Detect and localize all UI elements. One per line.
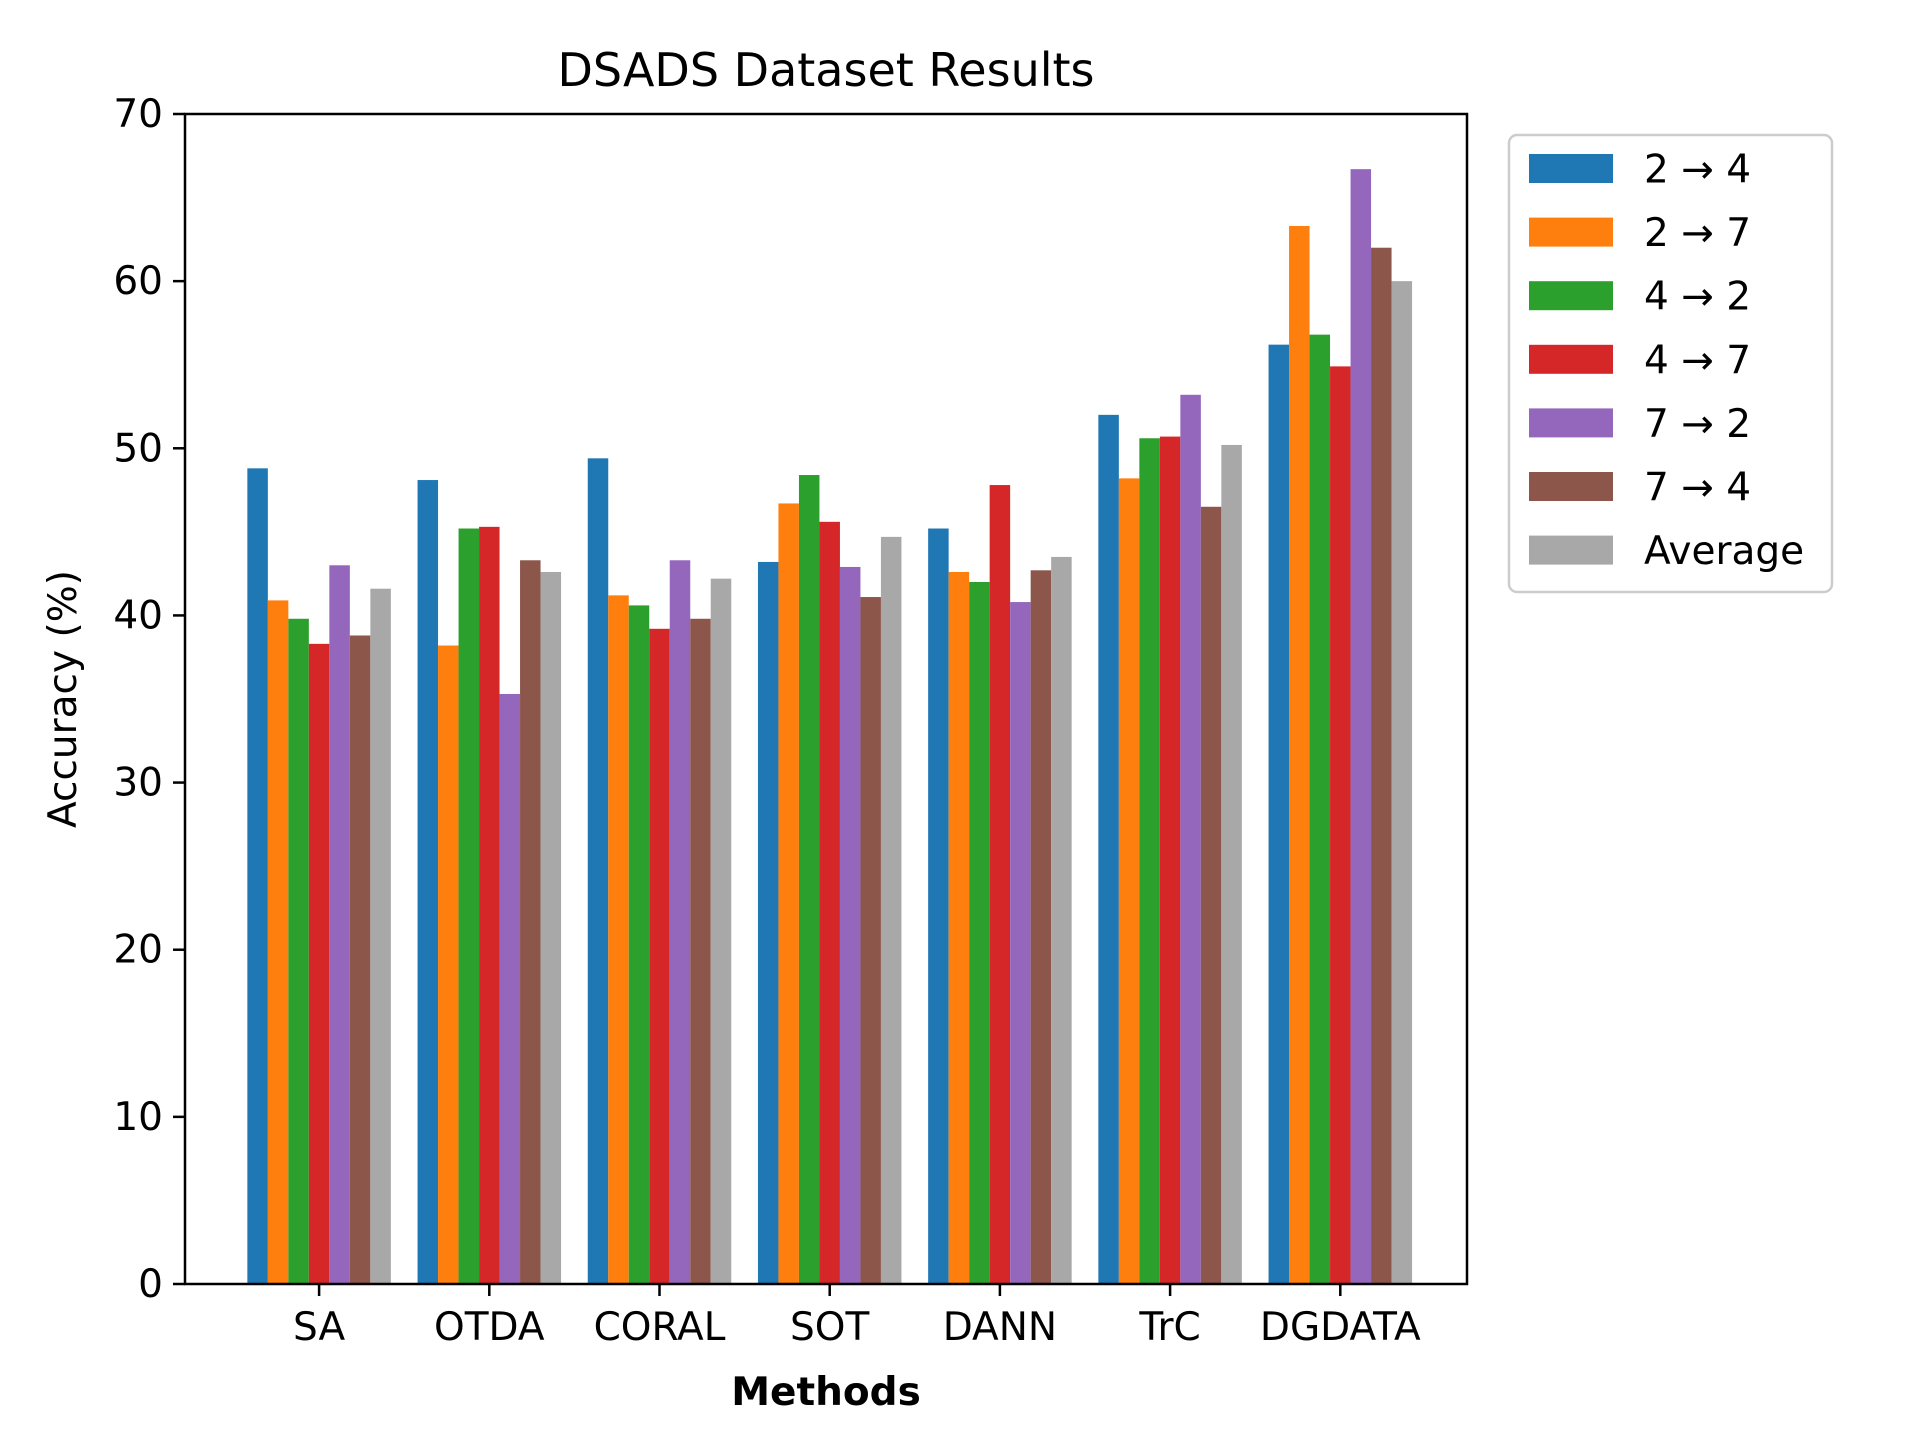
bar-sa-series-4 xyxy=(329,565,350,1284)
bar-trc-series-3 xyxy=(1159,436,1181,1285)
bar-coral-series-3 xyxy=(649,628,670,1284)
bar-otda-series-2 xyxy=(458,528,480,1284)
x-tick-label-sa: SA xyxy=(293,1305,345,1350)
y-tick-label: 40 xyxy=(113,593,163,638)
bar-trc-series-6 xyxy=(1221,444,1242,1284)
bar-dgdata-series-5 xyxy=(1371,247,1392,1285)
bar-dgdata-series-2 xyxy=(1309,334,1331,1285)
legend-label-5: 7 → 4 xyxy=(1644,466,1751,511)
y-tick-label: 30 xyxy=(113,761,163,806)
legend-swatch-3 xyxy=(1529,344,1613,374)
bar-dann-series-0 xyxy=(928,528,949,1284)
x-tick-label-dgdata: DGDATA xyxy=(1260,1305,1421,1350)
bar-sot-series-4 xyxy=(839,566,861,1284)
bar-coral-series-2 xyxy=(628,605,650,1284)
plot-frame xyxy=(183,112,1469,1286)
bar-sa-series-6 xyxy=(370,588,391,1284)
bar-coral-series-5 xyxy=(690,618,711,1284)
y-tick-label: 50 xyxy=(113,426,163,471)
bar-sa-series-5 xyxy=(349,635,371,1284)
legend-swatch-4 xyxy=(1529,408,1613,438)
x-tick-label-trc: TrC xyxy=(1138,1305,1200,1350)
bar-dann-series-3 xyxy=(989,485,1011,1284)
x-tick-label-otda: OTDA xyxy=(434,1305,545,1350)
y-tick-label: 70 xyxy=(113,92,163,137)
y-tick-label: 0 xyxy=(138,1262,163,1307)
bar-otda-series-0 xyxy=(417,480,439,1284)
y-axis-label: Accuracy (%) xyxy=(41,570,86,828)
bar-trc-series-0 xyxy=(1098,414,1119,1284)
x-axis-label: Methods xyxy=(731,1370,921,1415)
y-tick-label: 10 xyxy=(113,1095,163,1140)
bar-otda-series-6 xyxy=(540,571,562,1284)
chart-title: DSADS Dataset Results xyxy=(557,43,1094,97)
legend: 2 → 4 2 → 7 4 → 2 4 → 7 7 → 2 7 → 4 Average xyxy=(1507,133,1834,594)
bar-coral-series-6 xyxy=(710,578,732,1284)
bar-sa-series-1 xyxy=(267,600,289,1284)
bar-sot-series-2 xyxy=(798,475,820,1284)
bar-dgdata-series-6 xyxy=(1391,281,1413,1285)
bar-otda-series-3 xyxy=(479,526,500,1284)
bar-trc-series-1 xyxy=(1118,478,1140,1284)
bar-dann-series-1 xyxy=(948,571,970,1284)
bar-trc-series-5 xyxy=(1200,506,1222,1284)
legend-label-2: 4 → 2 xyxy=(1644,275,1751,320)
bar-dann-series-6 xyxy=(1051,556,1072,1284)
bar-otda-series-1 xyxy=(438,645,459,1284)
bar-dgdata-series-3 xyxy=(1330,366,1351,1284)
bar-sa-series-0 xyxy=(247,468,268,1284)
legend-swatch-1 xyxy=(1529,217,1613,247)
bar-coral-series-1 xyxy=(608,595,629,1284)
legend-label-1: 2 → 7 xyxy=(1644,211,1751,256)
bar-dgdata-series-0 xyxy=(1268,344,1290,1285)
y-axis: 0 10 20 30 40 50 60 70 xyxy=(113,92,185,1307)
bar-dgdata-series-4 xyxy=(1350,169,1372,1285)
bar-dann-series-2 xyxy=(969,582,990,1284)
bar-sa-series-3 xyxy=(308,643,330,1284)
bar-dann-series-4 xyxy=(1010,602,1031,1284)
legend-swatch-5 xyxy=(1529,472,1613,501)
legend-swatch-6 xyxy=(1529,535,1613,565)
legend-swatch-0 xyxy=(1529,154,1613,183)
bar-coral-series-4 xyxy=(669,560,691,1284)
x-tick-label-sot: SOT xyxy=(790,1305,869,1350)
bar-sot-series-1 xyxy=(778,503,799,1284)
bar-otda-series-4 xyxy=(499,693,521,1284)
x-axis: SA OTDA CORAL SOT DANN TrC DGDATA xyxy=(293,1284,1421,1350)
bar-trc-series-2 xyxy=(1139,438,1160,1284)
legend-swatch-2 xyxy=(1529,281,1613,311)
legend-label-6: Average xyxy=(1644,529,1804,574)
legend-label-4: 7 → 2 xyxy=(1644,402,1751,447)
y-tick-label: 60 xyxy=(113,259,163,304)
y-tick-label: 20 xyxy=(113,928,163,973)
bar-otda-series-5 xyxy=(520,560,541,1284)
bar-sot-series-0 xyxy=(757,561,779,1284)
bar-dgdata-series-1 xyxy=(1289,225,1310,1284)
bar-coral-series-0 xyxy=(587,458,609,1284)
bars-group xyxy=(247,169,1413,1285)
legend-label-3: 4 → 7 xyxy=(1644,338,1751,383)
x-tick-label-coral: CORAL xyxy=(594,1305,726,1350)
bar-sa-series-2 xyxy=(288,618,309,1284)
legend-label-0: 2 → 4 xyxy=(1644,148,1751,193)
bar-trc-series-4 xyxy=(1180,394,1201,1284)
bar-sot-series-6 xyxy=(880,536,902,1284)
x-tick-label-dann: DANN xyxy=(943,1305,1057,1350)
bar-sot-series-5 xyxy=(860,597,881,1284)
bar-dann-series-5 xyxy=(1030,570,1052,1284)
bar-sot-series-3 xyxy=(819,521,840,1284)
